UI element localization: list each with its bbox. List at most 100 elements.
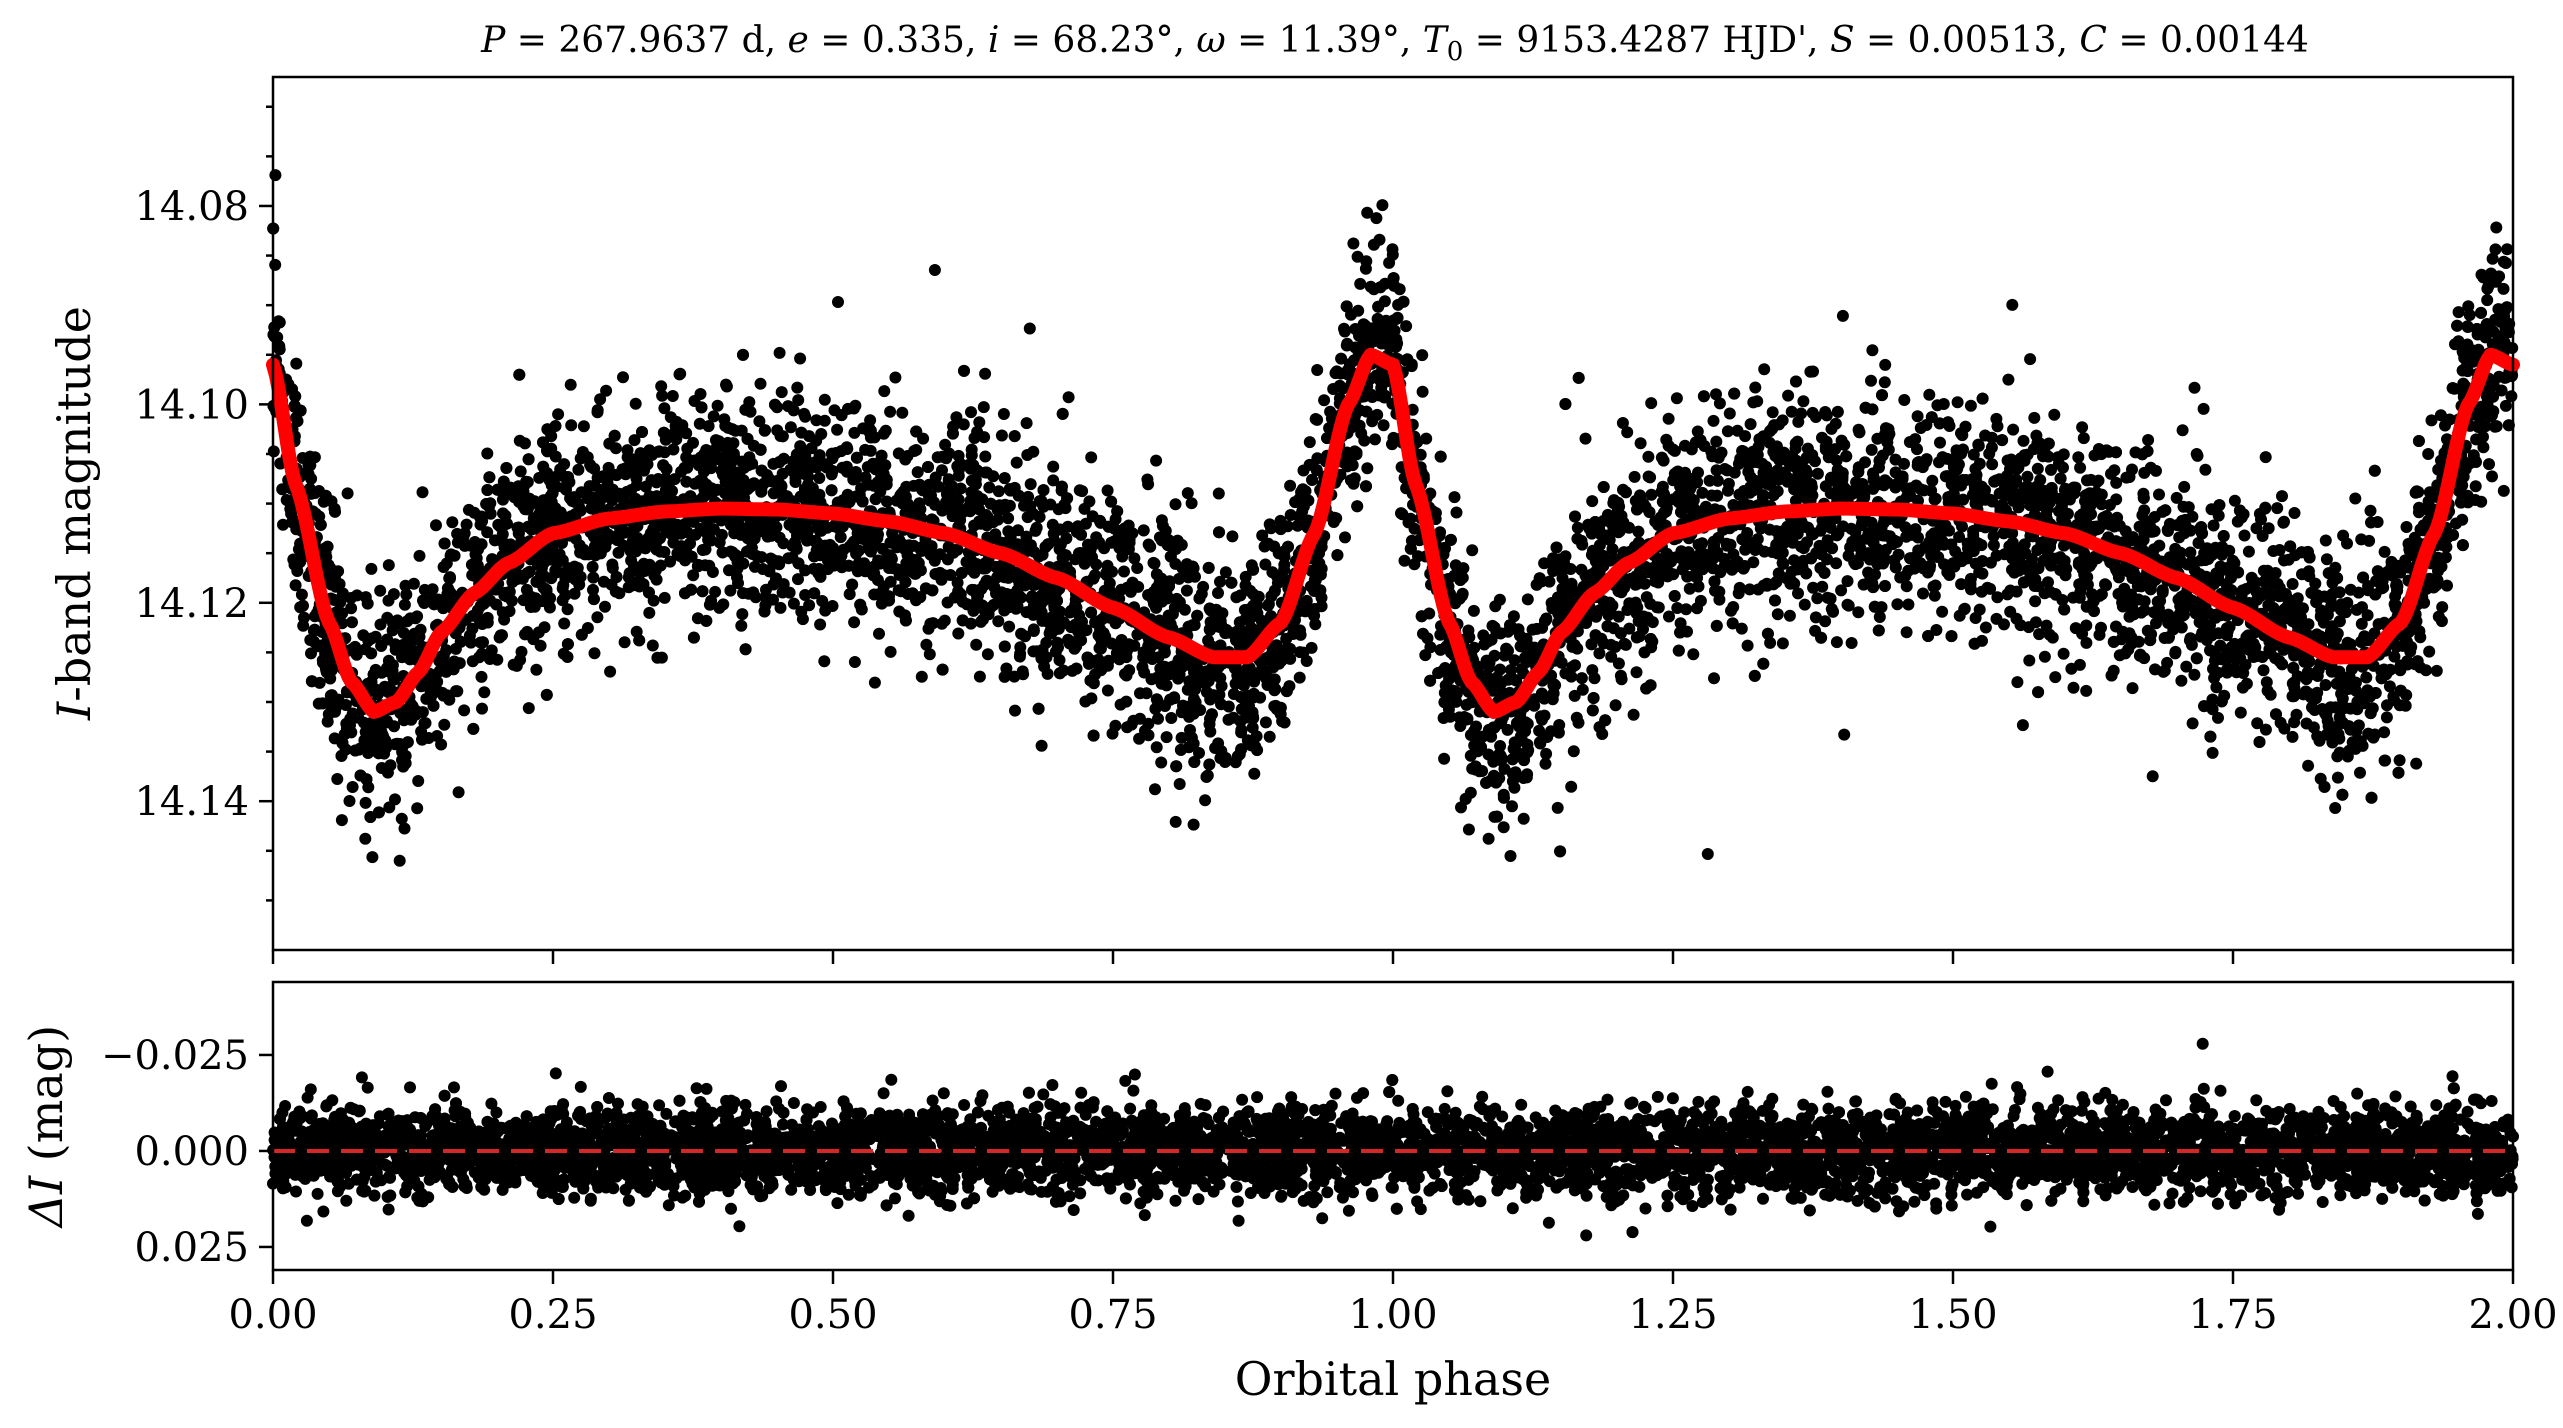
data-point <box>346 781 359 793</box>
data-point <box>694 388 707 400</box>
data-point <box>586 560 599 573</box>
data-point <box>1662 412 1675 425</box>
data-point <box>1934 436 1946 449</box>
data-point <box>1015 627 1028 640</box>
data-point <box>2126 682 2139 695</box>
data-point <box>1628 470 1641 483</box>
data-point <box>298 611 310 624</box>
data-point <box>1865 374 1877 387</box>
data-point <box>399 579 412 592</box>
data-point <box>1521 593 1534 606</box>
data-point <box>339 699 352 711</box>
data-point <box>1671 602 1684 614</box>
data-point <box>2192 537 2205 549</box>
data-point <box>1792 587 1804 600</box>
data-point <box>1497 821 1510 834</box>
data-point <box>1723 407 1736 420</box>
data-point <box>1707 414 1720 427</box>
data-point <box>2136 509 2149 522</box>
data-point <box>1106 727 1119 740</box>
data-point <box>1371 408 1384 421</box>
data-point <box>343 795 356 807</box>
data-point <box>1712 451 1725 464</box>
data-point <box>2002 373 2015 386</box>
data-point <box>552 408 565 421</box>
data-point <box>2505 390 2518 403</box>
data-point <box>418 717 431 730</box>
data-point <box>1284 479 1297 492</box>
data-point <box>2004 605 2017 618</box>
data-point <box>1710 435 1723 448</box>
data-point <box>1274 514 1287 527</box>
data-point <box>345 602 358 615</box>
data-point <box>1483 656 1496 669</box>
data-point <box>1929 492 1942 505</box>
data-point <box>1878 376 1891 389</box>
data-point <box>2481 294 2494 307</box>
data-point <box>1986 458 1999 471</box>
data-point <box>1579 432 1592 445</box>
data-point <box>2319 534 2332 547</box>
data-point <box>1914 422 1927 434</box>
data-point <box>1155 514 1168 527</box>
data-point <box>728 451 741 464</box>
data-point <box>2331 771 2344 784</box>
data-point <box>717 598 730 611</box>
data-point <box>1998 618 2010 631</box>
data-point <box>2216 541 2229 553</box>
data-point <box>848 616 861 629</box>
data-point <box>792 573 804 586</box>
data-point <box>889 371 902 384</box>
data-point <box>1003 620 1016 633</box>
data-point <box>2450 517 2462 530</box>
data-point <box>1972 438 1985 451</box>
data-point <box>398 822 411 835</box>
data-point <box>2175 674 2188 687</box>
data-point <box>831 423 844 436</box>
data-point <box>1766 406 1779 419</box>
data-point <box>913 497 926 510</box>
data-point <box>1926 474 1939 487</box>
data-point <box>767 554 780 567</box>
data-point <box>2007 423 2020 436</box>
data-point <box>1020 417 1033 430</box>
data-point <box>2031 462 2044 475</box>
data-point <box>1150 741 1163 754</box>
data-point <box>979 367 992 380</box>
data-point <box>1450 506 1463 519</box>
data-point <box>1152 712 1164 725</box>
data-point <box>411 610 424 623</box>
data-point <box>308 451 321 464</box>
data-point <box>475 670 488 683</box>
data-point <box>1710 464 1723 477</box>
data-point <box>2349 492 2362 505</box>
data-point <box>666 390 679 402</box>
data-point <box>2201 542 2214 555</box>
data-point <box>2380 711 2393 724</box>
data-point <box>366 851 379 864</box>
data-point <box>558 617 571 630</box>
data-point <box>2341 750 2354 763</box>
data-point <box>2290 708 2303 721</box>
data-point <box>2430 664 2443 677</box>
data-point <box>728 527 741 540</box>
data-point <box>832 296 844 308</box>
data-point <box>565 419 578 432</box>
data-point <box>935 617 948 630</box>
data-point <box>813 472 826 484</box>
data-point <box>1701 848 1714 860</box>
data-point <box>970 638 983 651</box>
data-point <box>1939 519 1952 532</box>
data-point <box>382 559 395 572</box>
data-point <box>818 393 831 406</box>
data-point <box>341 487 354 500</box>
data-point <box>651 651 664 664</box>
data-point <box>1565 780 1578 793</box>
data-point <box>1214 575 1226 588</box>
data-point <box>2337 529 2350 542</box>
data-point <box>1733 488 1746 501</box>
data-point <box>2024 353 2037 366</box>
data-point <box>577 420 590 433</box>
